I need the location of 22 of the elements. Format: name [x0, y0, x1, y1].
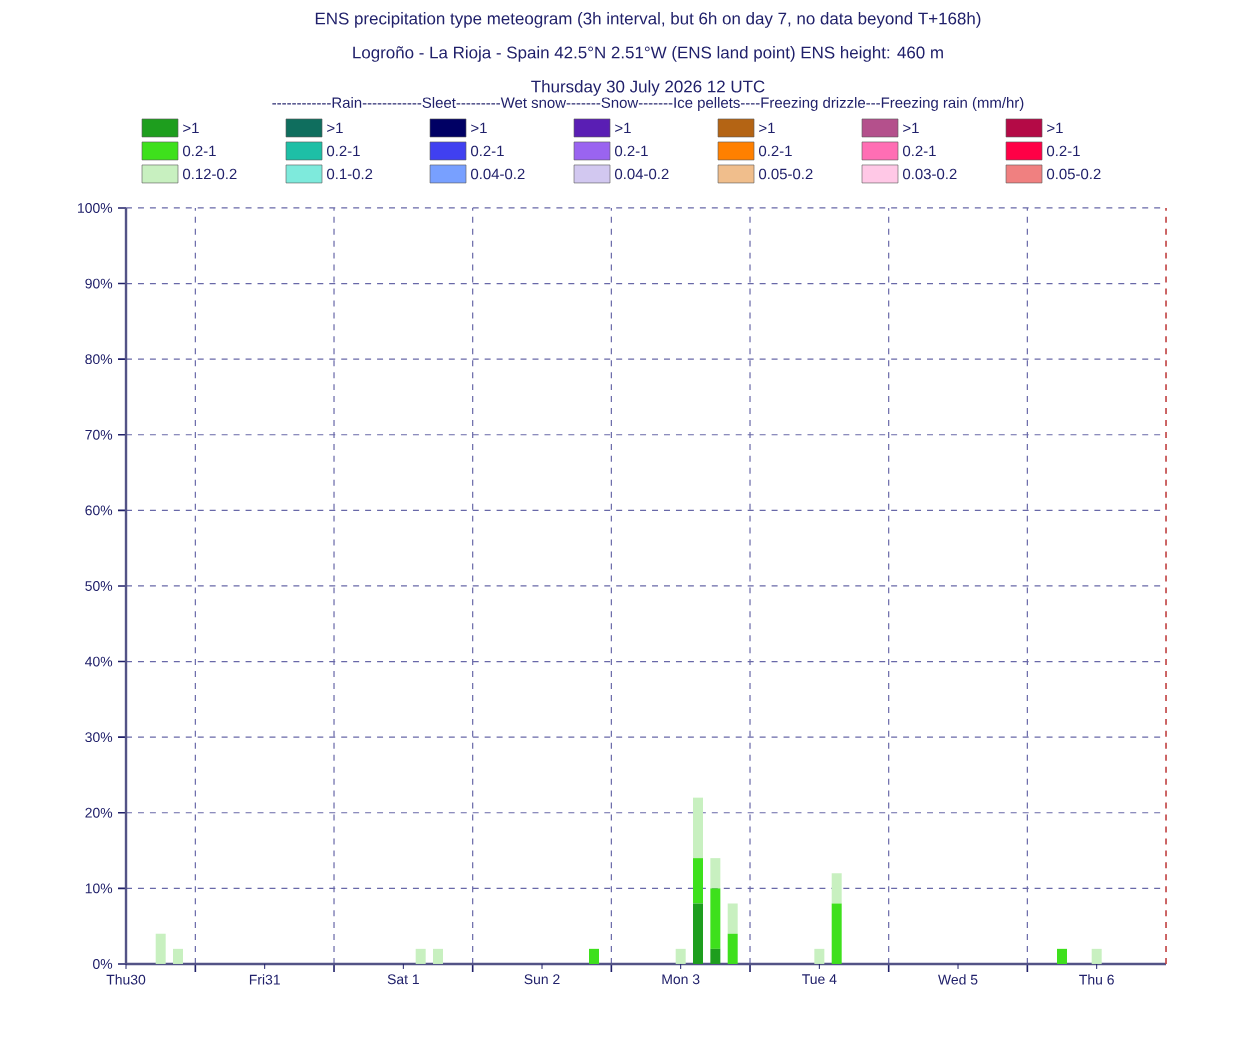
chart-title: ENS precipitation type meteogram (3h interval, but 6h on day 7, no data beyond T+168h)	[315, 12, 981, 28]
bar	[675, 948, 686, 964]
bar	[710, 888, 721, 949]
bar	[693, 858, 704, 904]
bar	[710, 858, 721, 889]
bar	[831, 903, 842, 964]
text: Thursday 30 July 2026 12 UTC	[531, 80, 765, 96]
bar	[693, 797, 704, 859]
chart-subtitle: Logroño - La Rioja - Spain 42.5°N 2.51°W (ENS land point) ENS height: 460 m	[353, 46, 943, 62]
bar	[831, 873, 842, 904]
bar	[1091, 948, 1102, 964]
bar	[727, 903, 738, 934]
bar	[433, 948, 444, 964]
bar	[589, 948, 600, 964]
bar	[155, 933, 166, 964]
bar	[693, 903, 704, 964]
bar	[814, 948, 825, 964]
bar	[415, 948, 426, 964]
bar	[710, 948, 721, 964]
bar	[727, 933, 738, 964]
bar	[1057, 948, 1068, 964]
bar	[173, 948, 184, 964]
